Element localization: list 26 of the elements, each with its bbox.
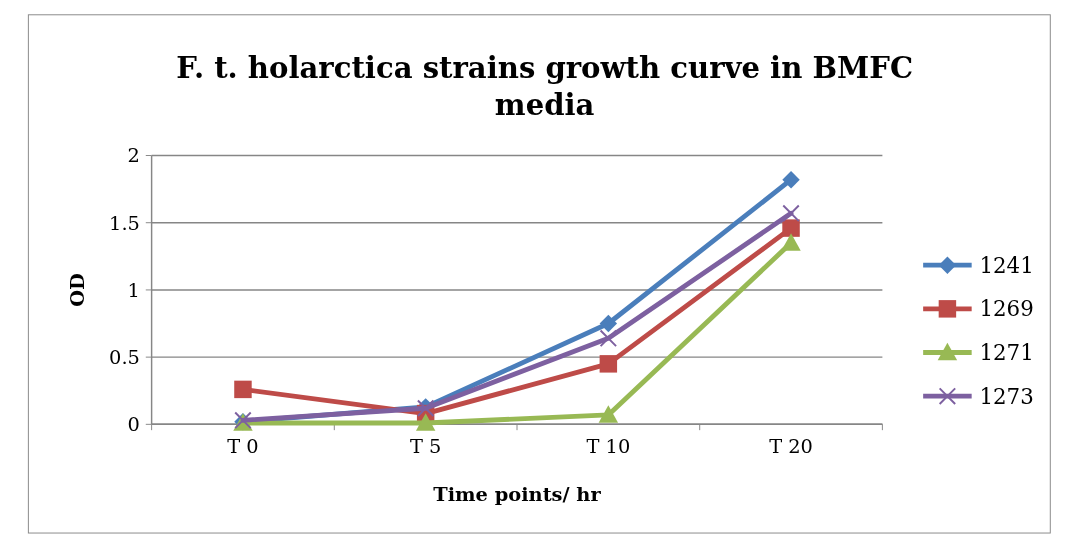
x-tick-label: T 10 <box>586 435 631 459</box>
x-tick-label: T 20 <box>769 435 813 459</box>
point <box>782 219 800 237</box>
legend-label: 1241 <box>979 252 1034 278</box>
x-axis-title: Time points/ hr <box>433 483 602 506</box>
x-tick-label: T 0 <box>227 435 259 459</box>
point <box>782 204 800 223</box>
legend-label: 1269 <box>979 296 1034 322</box>
y-tick-label: 0.5 <box>109 345 140 369</box>
point <box>415 413 436 431</box>
point <box>234 380 252 399</box>
point <box>599 329 618 348</box>
point <box>599 314 618 333</box>
point <box>782 170 800 189</box>
y-tick-label: 0 <box>127 413 140 437</box>
legend-label: 1273 <box>979 383 1034 409</box>
point <box>599 355 618 373</box>
y-tick-label: 1 <box>127 278 140 302</box>
y-tick-label: 1.5 <box>109 211 140 235</box>
chart-title: F. t. holarctica strains growth curve in BMFC media <box>176 50 914 122</box>
point <box>598 405 619 423</box>
legend-label: 1271 <box>979 339 1034 365</box>
point <box>781 233 801 251</box>
x-tick-label: T 5 <box>409 435 442 459</box>
y-tick-label: 2 <box>127 144 140 168</box>
y-axis-title: OD <box>65 273 89 307</box>
